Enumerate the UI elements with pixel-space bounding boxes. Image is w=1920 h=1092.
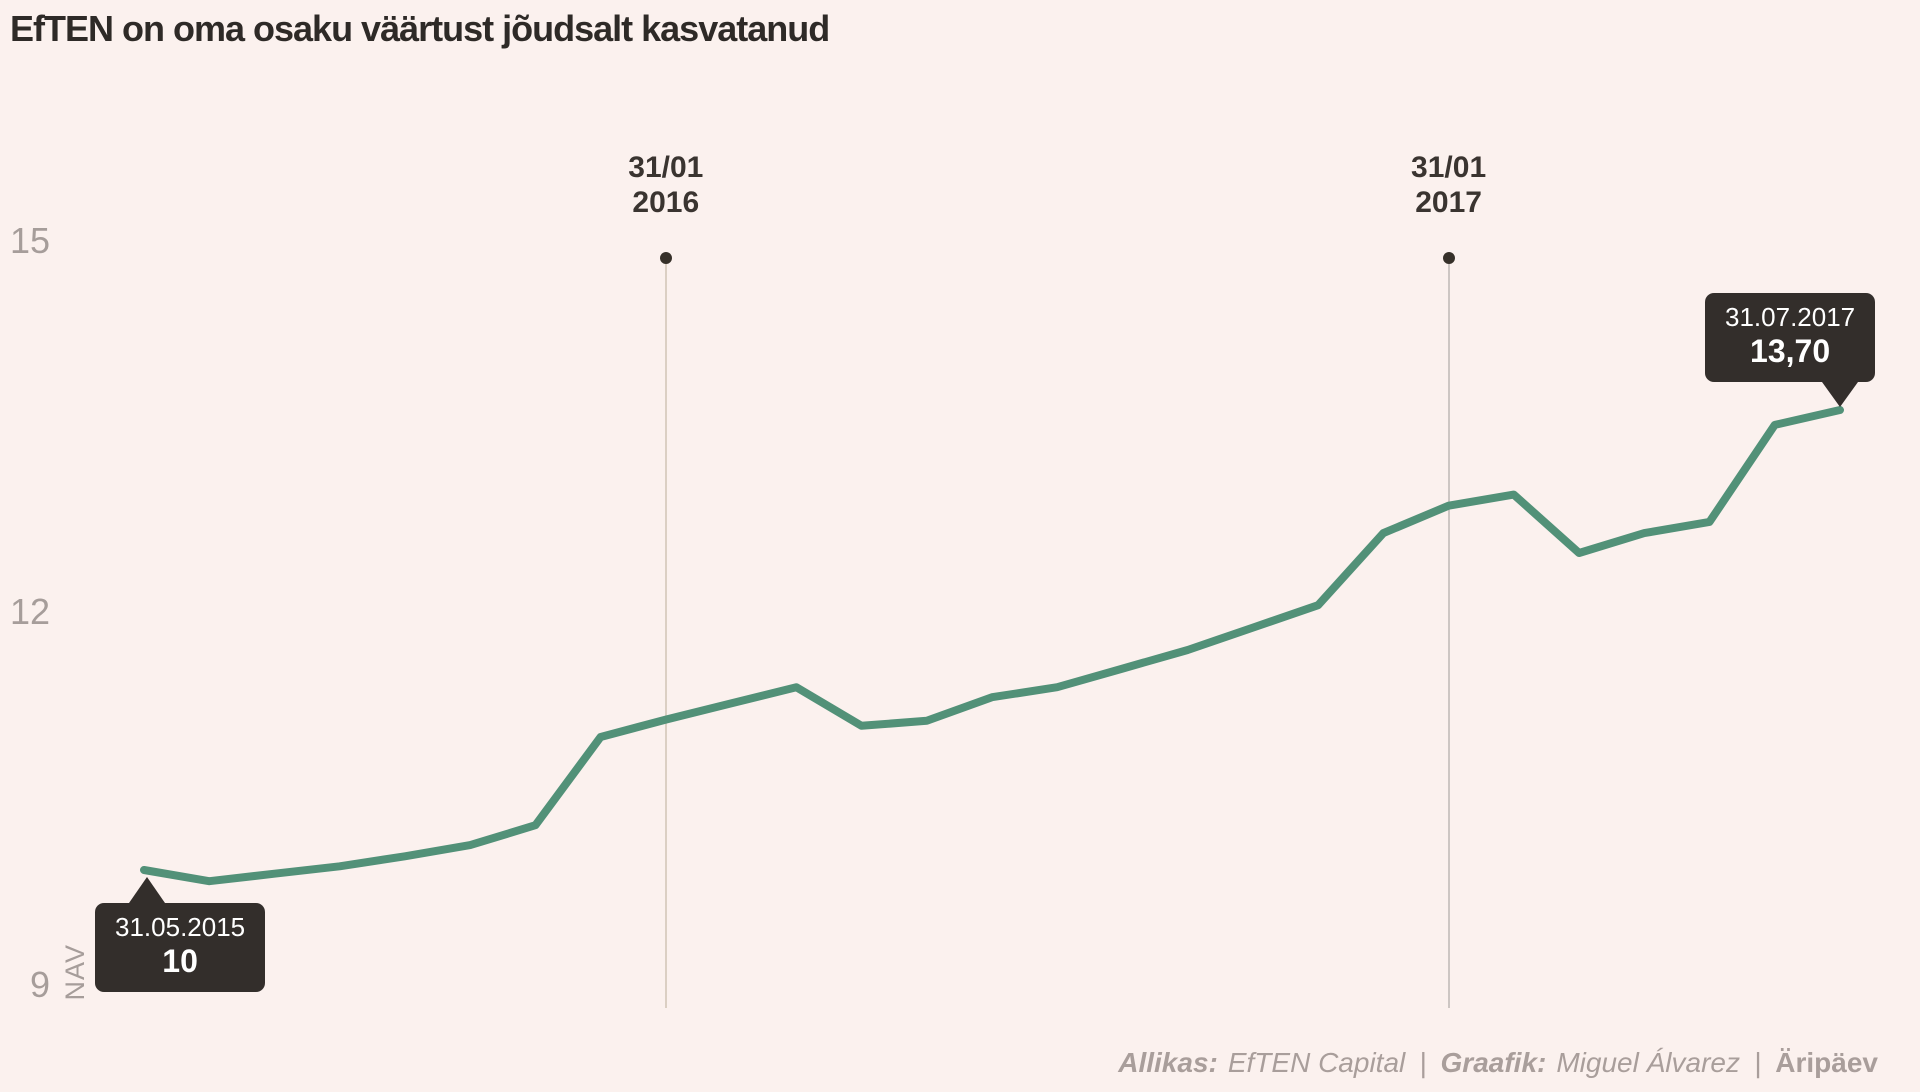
event-marker-2016-date: 31/01 bbox=[628, 151, 704, 184]
callout-start: 31.05.2015 10 bbox=[95, 877, 266, 992]
chart-title: EfTEN on oma osaku väärtust jõudsalt kas… bbox=[10, 8, 830, 49]
graphic-label: Graafik: bbox=[1440, 1047, 1547, 1078]
caret-down-icon bbox=[1822, 382, 1859, 407]
y-tick-12: 12 bbox=[9, 591, 50, 632]
graphic-author: Miguel Álvarez bbox=[1556, 1047, 1740, 1078]
source-label: Allikas: bbox=[1118, 1047, 1218, 1078]
source-name: EfTEN Capital bbox=[1227, 1047, 1406, 1078]
event-marker-2017-year: 2017 bbox=[1415, 186, 1482, 219]
callout-start-value: 10 bbox=[162, 943, 198, 979]
footer-separator: | bbox=[1419, 1047, 1427, 1078]
event-marker-line bbox=[664, 264, 667, 1008]
footer: Allikas: EfTEN Capital | Graafik: Miguel Álv… bbox=[1118, 1047, 1878, 1079]
brand-logo: Äripäev bbox=[1775, 1047, 1878, 1078]
callout-end-value: 13,70 bbox=[1750, 333, 1831, 369]
callout-end: 31.07.2017 13,70 bbox=[1705, 293, 1876, 407]
nav-line bbox=[140, 406, 1844, 886]
footer-separator: | bbox=[1754, 1047, 1762, 1078]
callout-end-date: 31.07.2017 bbox=[1725, 302, 1856, 332]
event-marker-2016-label: 31/01 2016 bbox=[628, 150, 703, 220]
event-marker-2017-label: 31/01 2017 bbox=[1411, 150, 1486, 220]
event-marker-2016-year: 2016 bbox=[632, 186, 700, 219]
y-tick-15: 15 bbox=[9, 220, 50, 261]
callout-start-date: 31.05.2015 bbox=[115, 912, 246, 942]
event-marker-2017-date: 31/01 bbox=[1411, 151, 1487, 184]
y-tick-9: 9 bbox=[29, 964, 50, 1005]
event-marker-dot bbox=[1442, 252, 1455, 264]
event-marker-dot bbox=[659, 252, 672, 264]
event-marker-line bbox=[1447, 264, 1450, 1008]
caret-up-icon bbox=[129, 877, 165, 903]
